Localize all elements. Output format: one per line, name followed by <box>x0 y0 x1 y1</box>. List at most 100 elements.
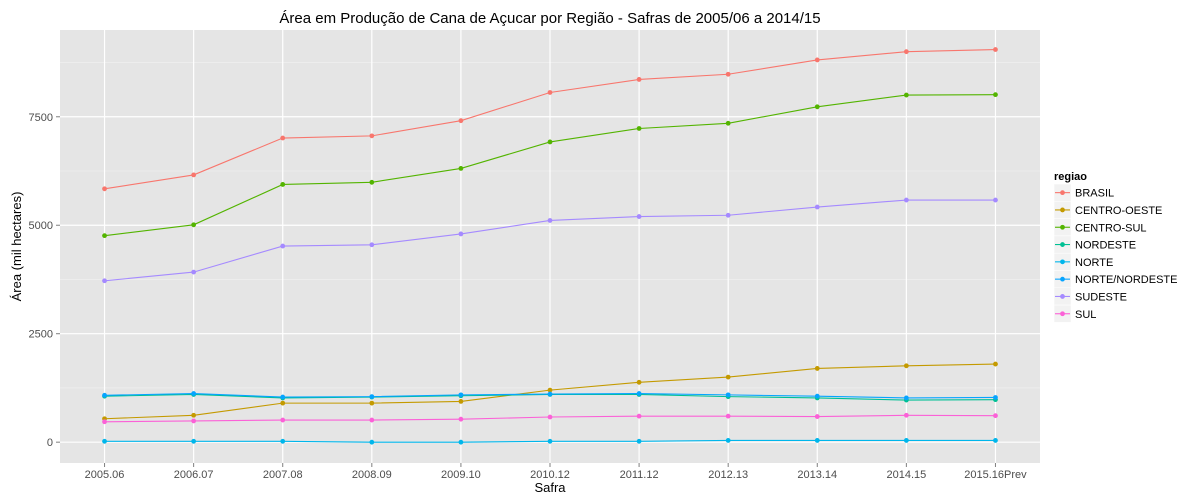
legend-label: CENTRO-OESTE <box>1075 205 1162 217</box>
data-point <box>903 49 909 55</box>
y-tick-label: 7500 <box>29 112 53 124</box>
data-point <box>725 71 731 77</box>
series-sul <box>102 412 998 425</box>
data-point <box>636 391 642 396</box>
legend-label: NORTE/NORDESTE <box>1075 274 1177 286</box>
data-point <box>636 214 642 219</box>
data-point <box>547 414 553 420</box>
x-tick-label: 2005.06 <box>85 469 125 481</box>
x-axis-title: Safra <box>534 480 566 495</box>
x-axis-ticks: 2005.06 2006.07 2007.08 2008.09 2009.10 2010.… <box>85 463 1027 481</box>
data-point <box>458 231 464 237</box>
data-point <box>369 417 375 423</box>
y-axis-title: Área (mil hectares) <box>9 192 24 302</box>
legend-key-point <box>1060 207 1065 213</box>
data-point <box>814 366 820 371</box>
data-point <box>547 139 553 145</box>
data-point <box>280 417 286 423</box>
legend-key-point <box>1060 276 1065 282</box>
data-point <box>369 400 375 406</box>
legend-key-point <box>1060 294 1065 299</box>
data-point <box>903 92 909 98</box>
legend-title: regiao <box>1054 171 1087 183</box>
y-tick-label: 2500 <box>29 329 53 341</box>
x-tick-label: 2008.09 <box>352 469 392 481</box>
data-point <box>903 363 909 369</box>
data-point <box>993 395 998 400</box>
data-point <box>191 438 197 444</box>
data-point <box>636 126 642 131</box>
chart-title: Área em Produção de Cana de Açucar por R… <box>279 10 820 27</box>
data-point <box>458 118 464 124</box>
legend-item: NORTE <box>1053 252 1113 271</box>
data-point <box>547 438 553 444</box>
data-point <box>280 394 286 400</box>
legend-item: BRASIL <box>1053 183 1114 202</box>
data-point <box>280 135 286 141</box>
data-point <box>547 218 553 223</box>
x-tick-label: 2011.12 <box>620 469 659 481</box>
data-point <box>280 182 286 187</box>
data-point <box>458 439 464 445</box>
data-point <box>993 438 998 443</box>
legend-key-point <box>1060 311 1065 317</box>
data-point <box>369 439 375 445</box>
data-point <box>191 269 197 275</box>
series-norte-nordeste <box>102 391 998 401</box>
x-tick-label: 2013.14 <box>797 469 837 481</box>
legend-item: SUDESTE <box>1053 287 1127 306</box>
data-point <box>191 391 197 396</box>
series-sudeste <box>102 197 998 284</box>
legend-key-point <box>1060 242 1065 247</box>
data-point <box>903 395 909 401</box>
data-point <box>725 212 731 218</box>
legend-item: CENTRO-SUL <box>1053 218 1147 237</box>
data-point <box>725 413 731 419</box>
data-point <box>369 133 375 139</box>
data-point <box>191 222 197 228</box>
legend-key-point <box>1060 224 1065 230</box>
data-point <box>102 186 107 192</box>
series-norte <box>102 438 998 445</box>
data-point <box>636 438 642 444</box>
legend-item: NORTE/NORDESTE <box>1053 270 1177 289</box>
data-point <box>102 419 107 425</box>
data-point <box>458 416 464 422</box>
y-tick-label: 0 <box>47 437 53 449</box>
data-point <box>102 278 107 284</box>
legend-label: SUDESTE <box>1075 291 1127 303</box>
y-tick-label: 5000 <box>29 220 53 232</box>
data-point <box>280 243 286 249</box>
legend-item: CENTRO-OESTE <box>1053 201 1162 219</box>
data-point <box>547 387 553 393</box>
legend: regiao BRASIL CENTRO-OESTE CENTRO-SUL NORDE… <box>1053 171 1177 323</box>
legend-label: CENTRO-SUL <box>1075 222 1147 234</box>
legend-item: NORDESTE <box>1053 235 1136 254</box>
data-point <box>369 179 375 185</box>
x-tick-label: 2015.16Prev <box>964 469 1027 481</box>
data-point <box>547 90 553 95</box>
x-tick-label: 2006.07 <box>174 469 214 481</box>
data-point <box>547 391 553 397</box>
x-tick-label: 2012.13 <box>708 469 748 481</box>
legend-label: NORDESTE <box>1075 240 1136 252</box>
data-point <box>993 92 998 98</box>
data-point <box>903 438 909 443</box>
data-point <box>725 120 731 126</box>
data-point <box>814 204 820 210</box>
data-point <box>369 394 375 400</box>
data-point <box>458 392 464 398</box>
legend-label: BRASIL <box>1075 188 1114 200</box>
data-point <box>280 400 286 406</box>
series-group <box>102 47 998 445</box>
legend-item: SUL <box>1053 304 1096 323</box>
data-point <box>814 438 820 443</box>
data-point <box>903 412 909 418</box>
x-tick-label: 2009.10 <box>441 469 481 481</box>
data-point <box>458 398 464 404</box>
x-tick-label: 2010.12 <box>530 469 570 481</box>
data-point <box>102 233 107 239</box>
data-point <box>636 379 642 385</box>
x-tick-label: 2014.15 <box>886 469 926 481</box>
